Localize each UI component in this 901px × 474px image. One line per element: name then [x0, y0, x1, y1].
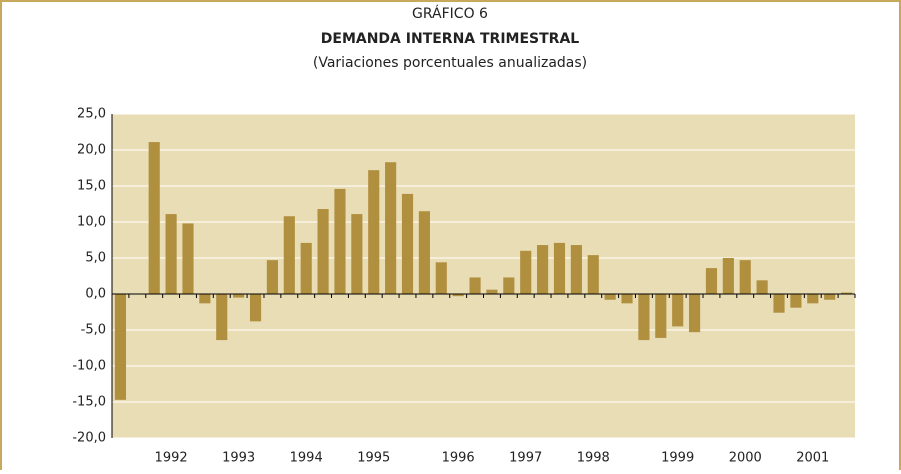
x-tick-label: 1993: [222, 451, 255, 466]
bar: [824, 294, 836, 300]
bar: [368, 170, 380, 294]
bar: [317, 209, 329, 294]
x-tick-label: 1995: [357, 451, 390, 466]
bar: [621, 294, 633, 304]
bar: [469, 277, 481, 294]
x-tick-label: 1998: [577, 451, 610, 466]
y-tick-label: 5,0: [85, 251, 106, 266]
bar: [385, 162, 397, 294]
bar: [722, 258, 734, 294]
bar: [520, 250, 532, 294]
chart-note: (Variaciones porcentuales anualizadas): [313, 55, 587, 71]
y-tick-label: 0,0: [85, 287, 106, 302]
bar: [283, 216, 295, 294]
bar: [655, 294, 667, 338]
bar: [233, 294, 245, 298]
bar: [199, 294, 211, 304]
chart-title: GRÁFICO 6: [412, 5, 488, 22]
bar: [773, 294, 785, 313]
x-tick-label: 1999: [661, 451, 694, 466]
bar: [503, 277, 515, 294]
bar: [587, 255, 599, 294]
bar: [334, 188, 346, 294]
bar: [840, 292, 853, 294]
bar: [165, 214, 177, 294]
x-tick-label: 2000: [729, 451, 762, 466]
bar: [739, 260, 751, 294]
bar: [604, 294, 616, 300]
y-tick-label: -20,0: [72, 431, 106, 446]
y-tick-label: -10,0: [72, 359, 106, 374]
y-tick-label: 20,0: [77, 143, 106, 158]
bar: [435, 262, 447, 294]
y-tick-label: 25,0: [77, 107, 106, 122]
y-tick-label: 15,0: [77, 179, 106, 194]
bar: [182, 223, 194, 294]
y-tick-label: -5,0: [81, 323, 106, 338]
bar: [401, 193, 414, 294]
bar: [689, 294, 701, 333]
x-tick-label: 1994: [290, 451, 323, 466]
bar: [570, 245, 582, 294]
bar: [537, 245, 549, 294]
chart-subtitle: DEMANDA INTERNA TRIMESTRAL: [321, 31, 580, 47]
bar: [114, 294, 127, 400]
bar: [672, 294, 684, 327]
x-tick-label: 1997: [509, 451, 542, 466]
bar: [452, 294, 464, 297]
bar: [807, 294, 819, 304]
bar: [216, 294, 228, 341]
bar: [638, 294, 650, 341]
bar: [486, 289, 498, 294]
bar: [790, 294, 802, 308]
bar: [756, 280, 768, 294]
x-tick-label: 2001: [796, 451, 829, 466]
bar: [266, 260, 278, 294]
bar: [148, 142, 160, 294]
y-tick-label: -15,0: [72, 395, 106, 410]
bar: [351, 214, 363, 294]
bar: [249, 294, 262, 322]
x-tick-label: 1996: [442, 451, 475, 466]
bar: [418, 211, 430, 294]
bar: [705, 268, 718, 294]
y-tick-label: 10,0: [77, 215, 106, 230]
x-tick-label: 1992: [155, 451, 188, 466]
bar: [300, 242, 312, 294]
bar: [553, 242, 566, 294]
